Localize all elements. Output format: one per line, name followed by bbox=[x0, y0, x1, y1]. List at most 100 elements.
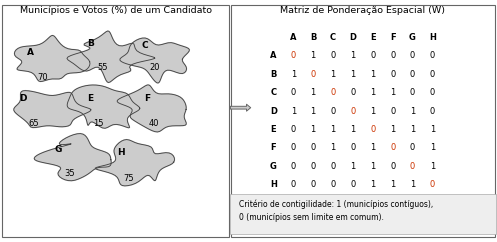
Text: G: G bbox=[55, 145, 62, 154]
Text: 0: 0 bbox=[410, 143, 415, 152]
Text: 20: 20 bbox=[149, 63, 160, 72]
Text: 0: 0 bbox=[350, 143, 355, 152]
FancyBboxPatch shape bbox=[2, 5, 229, 237]
Text: 1: 1 bbox=[291, 106, 296, 116]
Text: H: H bbox=[117, 148, 124, 157]
Text: 0: 0 bbox=[350, 88, 355, 97]
Text: 0: 0 bbox=[350, 106, 355, 116]
Text: 0: 0 bbox=[430, 180, 435, 189]
Text: F: F bbox=[390, 33, 396, 42]
Text: 1: 1 bbox=[331, 143, 335, 152]
Text: 0: 0 bbox=[390, 106, 395, 116]
Text: A: A bbox=[290, 33, 297, 42]
Text: 0: 0 bbox=[390, 143, 395, 152]
Text: 55: 55 bbox=[97, 63, 107, 72]
Text: 1: 1 bbox=[311, 51, 316, 60]
Text: 0: 0 bbox=[291, 51, 296, 60]
Text: 0: 0 bbox=[311, 143, 316, 152]
Text: 0: 0 bbox=[430, 70, 435, 79]
Text: 1: 1 bbox=[390, 88, 395, 97]
Text: 1: 1 bbox=[390, 180, 395, 189]
Text: 1: 1 bbox=[370, 70, 375, 79]
Polygon shape bbox=[120, 38, 189, 83]
Text: 1: 1 bbox=[410, 106, 415, 116]
Polygon shape bbox=[67, 31, 155, 83]
Text: H: H bbox=[270, 180, 277, 189]
Text: 0: 0 bbox=[331, 106, 335, 116]
Text: 0: 0 bbox=[291, 143, 296, 152]
Text: 0: 0 bbox=[430, 51, 435, 60]
Polygon shape bbox=[34, 134, 111, 181]
FancyBboxPatch shape bbox=[230, 194, 496, 234]
Text: 1: 1 bbox=[370, 106, 375, 116]
Text: E: E bbox=[87, 94, 93, 103]
FancyBboxPatch shape bbox=[231, 5, 495, 237]
Text: D: D bbox=[349, 33, 356, 42]
Text: 0: 0 bbox=[350, 180, 355, 189]
Text: C: C bbox=[142, 41, 148, 50]
Text: 1: 1 bbox=[350, 162, 355, 171]
Text: B: B bbox=[310, 33, 316, 42]
Text: Critério de contigilidade: 1 (municípios contíguos),
0 (municípios sem limite em: Critério de contigilidade: 1 (municípios… bbox=[239, 199, 433, 222]
Text: 0: 0 bbox=[331, 162, 335, 171]
Text: 0: 0 bbox=[311, 70, 316, 79]
Text: 0: 0 bbox=[291, 88, 296, 97]
Polygon shape bbox=[117, 85, 186, 132]
Text: 75: 75 bbox=[123, 174, 134, 183]
Text: 1: 1 bbox=[350, 125, 355, 134]
Text: C: C bbox=[330, 33, 336, 42]
Text: 1: 1 bbox=[370, 88, 375, 97]
Text: 1: 1 bbox=[430, 162, 435, 171]
Polygon shape bbox=[14, 35, 90, 82]
Text: 0: 0 bbox=[311, 180, 316, 189]
Text: 1: 1 bbox=[370, 180, 375, 189]
Text: 0: 0 bbox=[331, 88, 335, 97]
Text: C: C bbox=[270, 88, 276, 97]
Text: G: G bbox=[270, 162, 277, 171]
Text: 35: 35 bbox=[65, 169, 75, 178]
Text: 0: 0 bbox=[370, 51, 375, 60]
Text: 1: 1 bbox=[331, 70, 335, 79]
Text: 40: 40 bbox=[149, 119, 160, 128]
Text: 1: 1 bbox=[430, 125, 435, 134]
Text: G: G bbox=[409, 33, 416, 42]
Text: A: A bbox=[27, 48, 34, 57]
Text: 15: 15 bbox=[93, 119, 104, 128]
Text: 0: 0 bbox=[311, 162, 316, 171]
Text: 1: 1 bbox=[350, 51, 355, 60]
Text: 0: 0 bbox=[390, 162, 395, 171]
Text: 0: 0 bbox=[390, 70, 395, 79]
Text: B: B bbox=[87, 39, 94, 48]
Text: F: F bbox=[270, 143, 276, 152]
Text: 0: 0 bbox=[291, 125, 296, 134]
Text: D: D bbox=[270, 106, 277, 116]
Text: Municípios e Votos (%) de um Candidato: Municípios e Votos (%) de um Candidato bbox=[19, 6, 212, 15]
Polygon shape bbox=[67, 85, 140, 128]
Text: E: E bbox=[370, 33, 376, 42]
Text: 1: 1 bbox=[370, 162, 375, 171]
Text: 0: 0 bbox=[410, 162, 415, 171]
Text: 0: 0 bbox=[390, 51, 395, 60]
Text: 1: 1 bbox=[390, 125, 395, 134]
Text: F: F bbox=[144, 94, 150, 103]
Text: 1: 1 bbox=[311, 106, 316, 116]
Polygon shape bbox=[95, 140, 174, 186]
Text: 1: 1 bbox=[370, 143, 375, 152]
Text: 0: 0 bbox=[410, 51, 415, 60]
Text: 0: 0 bbox=[331, 51, 335, 60]
Text: 1: 1 bbox=[350, 70, 355, 79]
Text: 0: 0 bbox=[430, 88, 435, 97]
Text: 0: 0 bbox=[291, 180, 296, 189]
Text: 1: 1 bbox=[291, 70, 296, 79]
Text: 0: 0 bbox=[370, 125, 375, 134]
Text: H: H bbox=[429, 33, 436, 42]
Text: 0: 0 bbox=[410, 88, 415, 97]
Text: Matriz de Ponderação Espacial (W): Matriz de Ponderação Espacial (W) bbox=[280, 6, 445, 15]
Text: B: B bbox=[270, 70, 276, 79]
Text: D: D bbox=[19, 94, 26, 103]
Text: 1: 1 bbox=[410, 180, 415, 189]
Text: 0: 0 bbox=[410, 70, 415, 79]
Text: 0: 0 bbox=[430, 106, 435, 116]
Text: 1: 1 bbox=[311, 88, 316, 97]
Text: 1: 1 bbox=[331, 125, 335, 134]
